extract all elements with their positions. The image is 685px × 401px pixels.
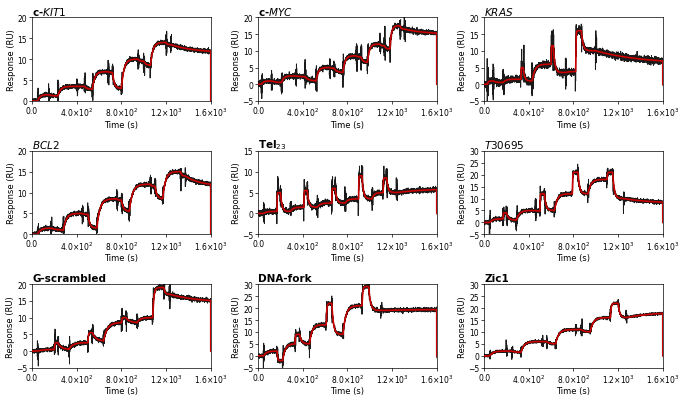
Text: $\it{BCL2}$: $\it{BCL2}$ — [32, 139, 60, 151]
Y-axis label: Response (RU): Response (RU) — [458, 296, 466, 357]
Y-axis label: Response (RU): Response (RU) — [232, 296, 240, 357]
Y-axis label: Response (RU): Response (RU) — [458, 162, 466, 224]
Text: DNA-fork: DNA-fork — [258, 274, 312, 284]
X-axis label: Time (s): Time (s) — [330, 253, 364, 262]
X-axis label: Time (s): Time (s) — [330, 387, 364, 395]
X-axis label: Time (s): Time (s) — [330, 120, 364, 129]
Text: Tel$_{23}$: Tel$_{23}$ — [258, 138, 286, 151]
Text: c-$\it{MYC}$: c-$\it{MYC}$ — [258, 6, 293, 18]
Text: G-scrambled: G-scrambled — [32, 274, 106, 284]
X-axis label: Time (s): Time (s) — [104, 120, 138, 129]
Y-axis label: Response (RU): Response (RU) — [232, 29, 240, 91]
Text: c-$\it{KIT1}$: c-$\it{KIT1}$ — [32, 6, 66, 18]
Text: Zic1: Zic1 — [484, 274, 509, 284]
X-axis label: Time (s): Time (s) — [556, 387, 590, 395]
Text: $\it{KRAS}$: $\it{KRAS}$ — [484, 6, 514, 18]
Y-axis label: Response (RU): Response (RU) — [5, 296, 14, 357]
Text: $\it{T30695}$: $\it{T30695}$ — [484, 139, 525, 151]
Y-axis label: Response (RU): Response (RU) — [7, 162, 16, 224]
Y-axis label: Response (RU): Response (RU) — [7, 29, 16, 91]
X-axis label: Time (s): Time (s) — [104, 387, 138, 395]
X-axis label: Time (s): Time (s) — [556, 253, 590, 262]
X-axis label: Time (s): Time (s) — [556, 120, 590, 129]
Y-axis label: Response (RU): Response (RU) — [232, 162, 240, 224]
Y-axis label: Response (RU): Response (RU) — [458, 29, 466, 91]
X-axis label: Time (s): Time (s) — [104, 253, 138, 262]
